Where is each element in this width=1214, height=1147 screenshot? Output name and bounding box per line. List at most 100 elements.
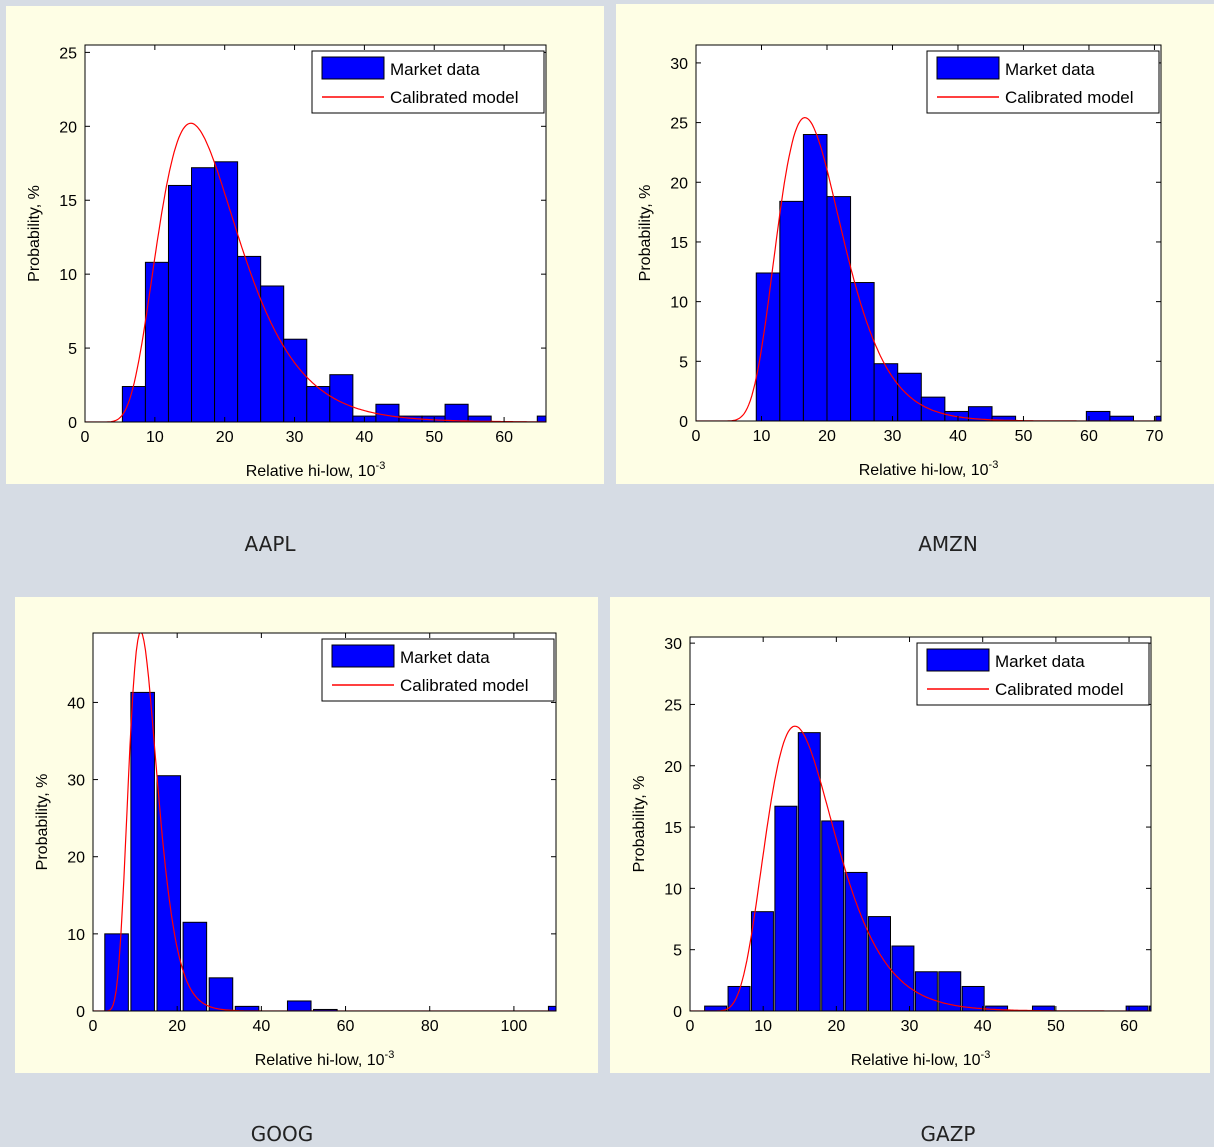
y-tick-label: 10 <box>670 295 688 312</box>
bar-amzn-14 <box>1085 410 1111 421</box>
bar-aapl-18 <box>536 415 546 422</box>
bar-goog-8 <box>313 1008 338 1011</box>
legend: Market data Calibrated model <box>311 50 545 114</box>
bar-gazp-18 <box>1125 1005 1149 1011</box>
bar-aapl-11 <box>375 403 400 422</box>
x-tick-label: 10 <box>146 429 164 446</box>
bar-gazp-3 <box>774 805 798 1011</box>
chart-panel-amzn: 0 10 20 30 40 50 60 70 0 5 10 15 20 25 30 Relative hi-l… <box>616 4 1214 484</box>
y-tick-label: 10 <box>67 927 85 944</box>
plot-marks <box>690 725 1151 1011</box>
y-axis-label: Probability, % <box>34 774 51 871</box>
y-tick-label: 25 <box>59 45 77 62</box>
bar-aapl-4 <box>214 161 239 422</box>
bar-amzn-4 <box>850 282 875 421</box>
bar-aapl-7 <box>283 338 308 422</box>
bar-amzn-0 <box>755 272 781 421</box>
bar-amzn-7 <box>920 396 946 421</box>
bar-gazp-7 <box>868 916 891 1011</box>
x-tick-label: 60 <box>495 429 513 446</box>
legend-label-market: Market data <box>995 652 1085 671</box>
legend-label-model: Calibrated model <box>995 680 1124 699</box>
x-axis-label: Relative hi-low, 10-3 <box>246 460 386 480</box>
chart-amzn: 0 10 20 30 40 50 60 70 0 5 10 15 20 25 30 Relative hi-l… <box>637 44 1163 479</box>
bar-gazp-19 <box>1149 1005 1151 1011</box>
bar-amzn-2 <box>802 134 828 421</box>
legend: Market data Calibrated model <box>916 642 1150 706</box>
bar-aapl-5 <box>237 255 262 422</box>
bar-goog-7 <box>286 1000 312 1011</box>
model-curve-amzn <box>696 116 1161 421</box>
bar-amzn-15 <box>1109 415 1134 421</box>
y-tick-label: 10 <box>664 881 682 898</box>
x-tick-label: 30 <box>901 1018 919 1035</box>
bar-gazp-10 <box>938 971 962 1011</box>
x-tick-label: 30 <box>884 428 902 445</box>
plot-marks <box>696 116 1161 421</box>
bar-amzn-10 <box>991 415 1017 421</box>
y-tick-label: 30 <box>67 773 85 790</box>
bar-gazp-8 <box>891 945 915 1011</box>
x-tick-label: 20 <box>168 1018 186 1035</box>
x-axis-label: Relative hi-low, 10-3 <box>255 1049 395 1069</box>
y-tick-label: 0 <box>68 415 77 432</box>
legend: Market data Calibrated model <box>926 50 1160 114</box>
x-tick-label: 20 <box>216 429 234 446</box>
bar-amzn-3 <box>826 196 852 421</box>
x-tick-label: 40 <box>355 429 373 446</box>
x-axis-label: Relative hi-low, 10-3 <box>851 1049 991 1069</box>
x-tick-label: 50 <box>1015 428 1033 445</box>
y-tick-label: 0 <box>76 1004 85 1021</box>
x-tick-label: 20 <box>818 428 836 445</box>
x-tick-label: 30 <box>286 429 304 446</box>
bar-goog-9 <box>547 1005 556 1011</box>
bar-aapl-3 <box>191 167 216 422</box>
x-tick-label: 50 <box>1047 1018 1065 1035</box>
bar-goog-5 <box>234 1005 260 1011</box>
bar-goog-3 <box>182 921 208 1011</box>
model-curve-aapl <box>85 122 546 422</box>
bar-aapl-14 <box>444 403 469 422</box>
bar-goog-0 <box>104 933 129 1011</box>
chart-gazp: 0 10 20 30 40 50 60 0 5 10 15 20 25 30 Relative hi-low… <box>631 636 1152 1069</box>
bar-aapl-0 <box>121 386 146 422</box>
x-tick-label: 60 <box>337 1018 355 1035</box>
legend-swatch-bars <box>331 644 395 668</box>
legend-label-market: Market data <box>400 648 490 667</box>
x-tick-label: 80 <box>421 1018 439 1035</box>
legend-swatch-bars <box>936 56 1000 80</box>
y-tick-label: 15 <box>670 235 688 252</box>
y-axis-label: Probability, % <box>26 185 43 282</box>
chart-caption-aapl: AAPL <box>244 532 296 556</box>
bar-gazp-2 <box>750 911 774 1011</box>
bar-amzn-5 <box>873 363 899 421</box>
bar-goog-1 <box>130 691 155 1011</box>
y-tick-label: 5 <box>679 354 688 371</box>
y-tick-label: 20 <box>67 850 85 867</box>
chart-panel-gazp: 0 10 20 30 40 50 60 0 5 10 15 20 25 30 Relative hi-low… <box>610 597 1210 1073</box>
plot-marks <box>93 633 556 1011</box>
legend-label-market: Market data <box>390 60 480 79</box>
bar-aapl-1 <box>144 261 169 422</box>
legend-swatch-bars <box>926 648 990 672</box>
y-tick-label: 40 <box>67 695 85 712</box>
bar-goog-4 <box>208 977 234 1011</box>
x-tick-label: 40 <box>949 428 967 445</box>
axes-box <box>695 44 1162 422</box>
chart-caption-goog: GOOG <box>250 1122 314 1146</box>
y-tick-label: 30 <box>664 636 682 653</box>
bar-aapl-8 <box>306 386 331 422</box>
bar-amzn-1 <box>779 200 804 421</box>
x-tick-label: 40 <box>252 1018 270 1035</box>
legend-label-market: Market data <box>1005 60 1095 79</box>
y-tick-label: 10 <box>59 267 77 284</box>
model-curve-goog <box>93 633 556 1011</box>
axes-box <box>689 636 1152 1012</box>
y-tick-label: 20 <box>59 119 77 136</box>
bar-gazp-5 <box>821 820 845 1011</box>
bar-gazp-0 <box>704 1005 728 1011</box>
legend-label-model: Calibrated model <box>390 88 519 107</box>
y-tick-label: 30 <box>670 56 688 73</box>
chart-panel-goog: 0 20 40 60 80 100 0 10 20 30 40 Relative hi-low, 10… <box>15 597 598 1073</box>
bar-gazp-6 <box>844 871 868 1011</box>
